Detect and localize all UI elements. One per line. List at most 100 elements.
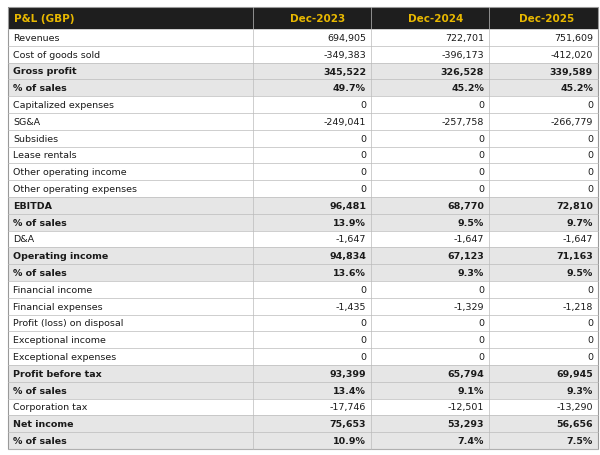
Text: Profit (loss) on disposal: Profit (loss) on disposal [13, 319, 124, 328]
Bar [8, 248, 598, 265]
Text: SG&A: SG&A [13, 118, 40, 126]
Text: 0: 0 [478, 134, 484, 143]
Text: -17,746: -17,746 [329, 403, 366, 412]
Text: 339,589: 339,589 [550, 67, 593, 76]
Text: 0: 0 [587, 101, 593, 110]
Bar [8, 432, 598, 449]
Text: 0: 0 [587, 336, 593, 344]
Bar [8, 298, 598, 315]
Text: -1,647: -1,647 [563, 235, 593, 244]
Text: -249,041: -249,041 [323, 118, 366, 126]
Text: 9.5%: 9.5% [567, 268, 593, 278]
Text: 13.6%: 13.6% [333, 268, 366, 278]
Bar [8, 147, 598, 164]
Text: 9.3%: 9.3% [567, 386, 593, 395]
Bar [8, 131, 598, 147]
Text: 7.5%: 7.5% [567, 436, 593, 445]
Text: Dec-2023: Dec-2023 [290, 14, 345, 24]
Text: Corporation tax: Corporation tax [13, 403, 88, 412]
Text: % of sales: % of sales [13, 436, 67, 445]
Bar [8, 97, 598, 114]
Text: -1,435: -1,435 [335, 302, 366, 311]
Text: Exceptional income: Exceptional income [13, 336, 106, 344]
Text: Gross profit: Gross profit [13, 67, 77, 76]
Text: 75,653: 75,653 [329, 420, 366, 428]
Text: -412,020: -412,020 [551, 51, 593, 60]
Text: 751,609: 751,609 [554, 34, 593, 43]
Text: 326,528: 326,528 [440, 67, 484, 76]
Text: D&A: D&A [13, 235, 34, 244]
Text: 7.4%: 7.4% [458, 436, 484, 445]
Text: Other operating expenses: Other operating expenses [13, 185, 137, 194]
Text: 0: 0 [360, 151, 366, 160]
Bar [8, 8, 598, 30]
Text: 0: 0 [360, 352, 366, 361]
Text: 0: 0 [587, 134, 593, 143]
Text: -13,290: -13,290 [557, 403, 593, 412]
Text: EBITDA: EBITDA [13, 202, 52, 210]
Text: 96,481: 96,481 [329, 202, 366, 210]
Text: -257,758: -257,758 [442, 118, 484, 126]
Text: -1,218: -1,218 [563, 302, 593, 311]
Text: 0: 0 [478, 168, 484, 177]
Bar [8, 315, 598, 332]
Bar [8, 332, 598, 349]
Text: 345,522: 345,522 [323, 67, 366, 76]
Text: -266,779: -266,779 [551, 118, 593, 126]
Text: % of sales: % of sales [13, 386, 67, 395]
Bar [8, 382, 598, 399]
Text: 0: 0 [478, 319, 484, 328]
Bar [8, 80, 598, 97]
Text: 49.7%: 49.7% [333, 84, 366, 93]
Text: P&L (GBP): P&L (GBP) [14, 14, 74, 24]
Text: 53,293: 53,293 [448, 420, 484, 428]
Text: Dec-2025: Dec-2025 [519, 14, 574, 24]
Text: -349,383: -349,383 [323, 51, 366, 60]
Text: 56,656: 56,656 [556, 420, 593, 428]
Text: Exceptional expenses: Exceptional expenses [13, 352, 116, 361]
Text: 0: 0 [360, 319, 366, 328]
Text: 0: 0 [478, 101, 484, 110]
Bar [8, 265, 598, 281]
Text: Capitalized expenses: Capitalized expenses [13, 101, 114, 110]
Text: 0: 0 [360, 101, 366, 110]
Text: 0: 0 [587, 168, 593, 177]
Text: Profit before tax: Profit before tax [13, 369, 102, 378]
Text: Operating income: Operating income [13, 252, 108, 261]
Text: % of sales: % of sales [13, 218, 67, 227]
Bar [8, 399, 598, 415]
Text: 0: 0 [478, 352, 484, 361]
Text: 0: 0 [587, 151, 593, 160]
Text: -396,173: -396,173 [442, 51, 484, 60]
Text: 0: 0 [478, 285, 484, 294]
Text: 68,770: 68,770 [447, 202, 484, 210]
Text: 694,905: 694,905 [327, 34, 366, 43]
Text: 9.7%: 9.7% [566, 218, 593, 227]
Bar [8, 415, 598, 432]
Bar [8, 214, 598, 231]
Text: -1,329: -1,329 [454, 302, 484, 311]
Text: 13.4%: 13.4% [333, 386, 366, 395]
Text: -1,647: -1,647 [454, 235, 484, 244]
Text: 0: 0 [360, 336, 366, 344]
Text: 69,945: 69,945 [556, 369, 593, 378]
Bar [8, 281, 598, 298]
Bar [8, 114, 598, 131]
Text: 65,794: 65,794 [447, 369, 484, 378]
Text: 45.2%: 45.2% [451, 84, 484, 93]
Bar [8, 197, 598, 214]
Bar [8, 231, 598, 248]
Text: 722,701: 722,701 [445, 34, 484, 43]
Text: Cost of goods sold: Cost of goods sold [13, 51, 100, 60]
Text: Subsidies: Subsidies [13, 134, 58, 143]
Text: 67,123: 67,123 [447, 252, 484, 261]
Bar [8, 63, 598, 80]
Bar [8, 365, 598, 382]
Bar [8, 181, 598, 197]
Text: 0: 0 [360, 185, 366, 194]
Text: -12,501: -12,501 [448, 403, 484, 412]
Text: % of sales: % of sales [13, 84, 67, 93]
Text: Dec-2024: Dec-2024 [407, 14, 463, 24]
Text: 45.2%: 45.2% [560, 84, 593, 93]
Text: 71,163: 71,163 [556, 252, 593, 261]
